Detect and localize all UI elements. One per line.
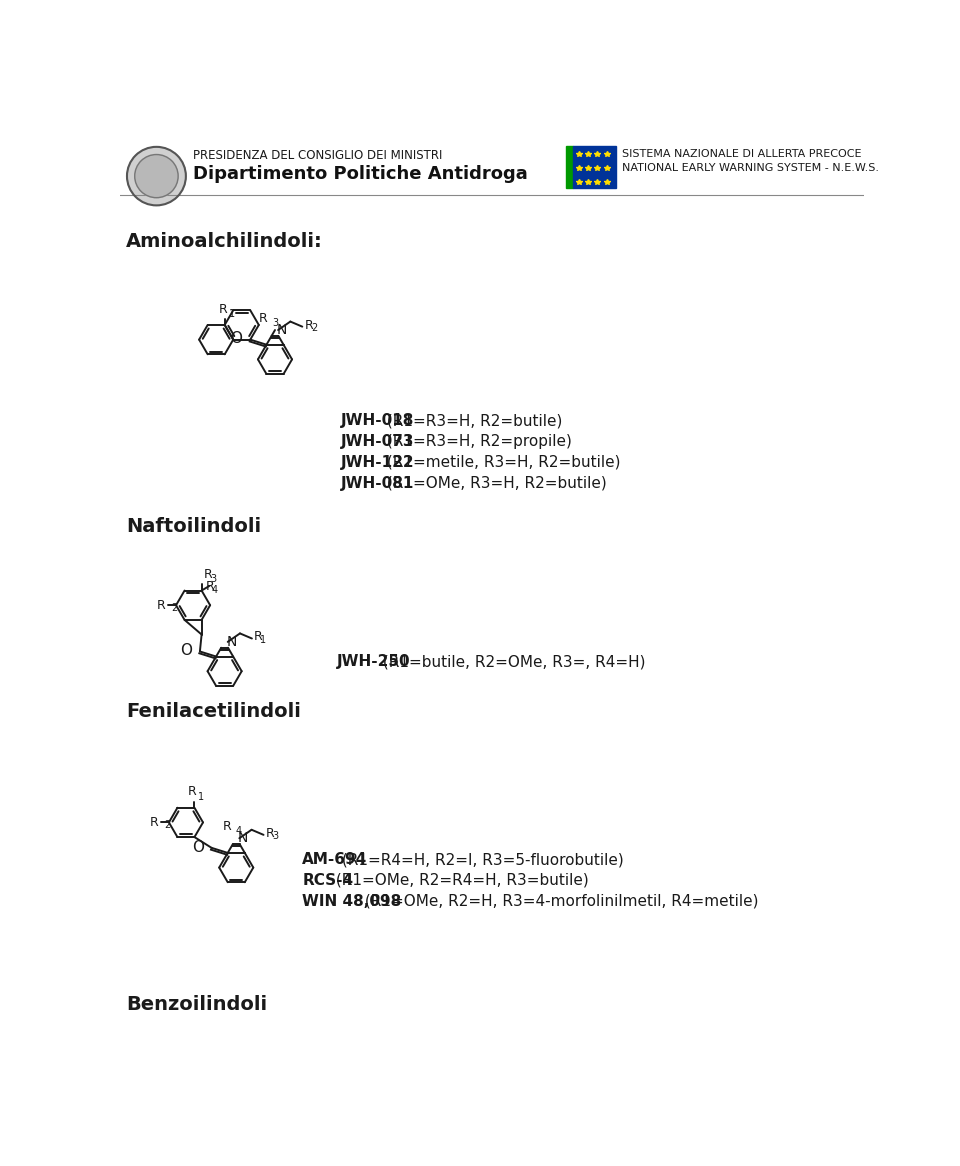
Text: WIN 48,098: WIN 48,098	[302, 894, 401, 908]
Text: RCS-4: RCS-4	[302, 873, 353, 888]
Text: R: R	[150, 816, 158, 829]
Text: N: N	[238, 831, 249, 845]
Text: 2: 2	[311, 323, 317, 333]
Text: SISTEMA NAZIONALE DI ALLERTA PRECOCE: SISTEMA NAZIONALE DI ALLERTA PRECOCE	[622, 149, 862, 160]
Text: Benzoilindoli: Benzoilindoli	[126, 995, 267, 1013]
Text: 4: 4	[236, 827, 242, 836]
Text: JWH-250: JWH-250	[337, 654, 411, 669]
Text: (R1=R3=H, R2=propile): (R1=R3=H, R2=propile)	[381, 434, 571, 449]
Text: O: O	[192, 840, 204, 855]
Text: JWH-122: JWH-122	[341, 455, 415, 470]
Text: 4: 4	[212, 585, 218, 595]
Bar	[572, 146, 616, 189]
Text: R: R	[304, 318, 313, 331]
Text: 2: 2	[172, 603, 178, 613]
Text: (R1=R3=H, R2=butile): (R1=R3=H, R2=butile)	[381, 413, 562, 428]
Text: 1: 1	[229, 309, 235, 318]
Text: R: R	[188, 786, 197, 799]
Text: R: R	[219, 303, 228, 316]
Text: R: R	[156, 598, 165, 612]
Circle shape	[134, 155, 179, 198]
Text: 1: 1	[260, 635, 267, 645]
Text: Aminoalchilindoli:: Aminoalchilindoli:	[126, 232, 323, 252]
Text: N: N	[227, 634, 236, 649]
Text: R: R	[223, 821, 231, 834]
Text: 2: 2	[164, 821, 171, 830]
Text: 3: 3	[272, 831, 278, 842]
Text: 1: 1	[199, 792, 204, 801]
Text: JWH-081: JWH-081	[341, 476, 415, 491]
Text: R: R	[266, 827, 275, 840]
Text: R: R	[259, 312, 268, 325]
Text: 3: 3	[210, 575, 216, 584]
Text: (R1=R4=H, R2=I, R3=5-fluorobutile): (R1=R4=H, R2=I, R3=5-fluorobutile)	[337, 852, 624, 868]
Text: R: R	[204, 568, 213, 582]
Text: O: O	[230, 331, 243, 346]
Text: JWH-018: JWH-018	[341, 413, 415, 428]
Text: AM-694: AM-694	[302, 852, 368, 868]
Text: R: R	[205, 581, 214, 593]
Text: Fenilacetilindoli: Fenilacetilindoli	[126, 702, 301, 721]
Text: R: R	[254, 631, 263, 644]
Text: (R1=metile, R3=H, R2=butile): (R1=metile, R3=H, R2=butile)	[381, 455, 620, 470]
Text: Naftoilindoli: Naftoilindoli	[126, 518, 261, 536]
Bar	[565, 146, 572, 189]
Text: 3: 3	[273, 318, 278, 328]
Text: Dipartimento Politiche Antidroga: Dipartimento Politiche Antidroga	[193, 164, 528, 183]
Text: (R1=OMe, R3=H, R2=butile): (R1=OMe, R3=H, R2=butile)	[381, 476, 607, 491]
Text: O: O	[180, 644, 192, 658]
Text: NATIONAL EARLY WARNING SYSTEM - N.E.W.S.: NATIONAL EARLY WARNING SYSTEM - N.E.W.S.	[622, 163, 879, 173]
Text: (R1=butile, R2=OMe, R3=, R4=H): (R1=butile, R2=OMe, R3=, R4=H)	[377, 654, 645, 669]
Text: (R1=OMe, R2=H, R3=4-morfolinilmetil, R4=metile): (R1=OMe, R2=H, R3=4-morfolinilmetil, R4=…	[360, 894, 758, 908]
Text: N: N	[276, 323, 287, 337]
Circle shape	[127, 147, 186, 205]
Text: (R1=OMe, R2=R4=H, R3=butile): (R1=OMe, R2=R4=H, R3=butile)	[331, 873, 588, 888]
Text: JWH-073: JWH-073	[341, 434, 415, 449]
Text: PRESIDENZA DEL CONSIGLIO DEI MINISTRI: PRESIDENZA DEL CONSIGLIO DEI MINISTRI	[193, 149, 443, 162]
